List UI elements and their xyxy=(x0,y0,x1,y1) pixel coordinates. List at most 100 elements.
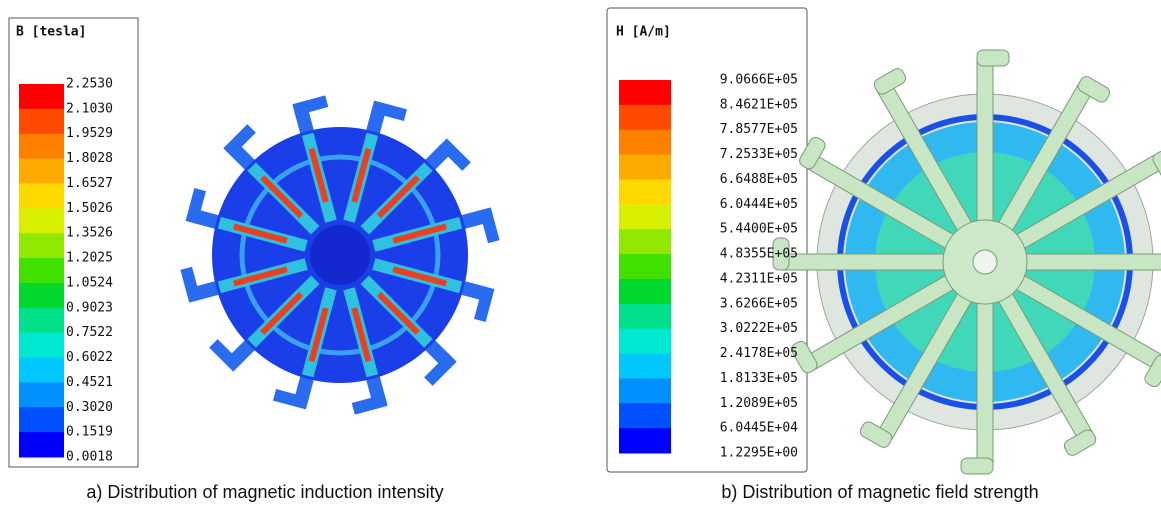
legend-band xyxy=(619,328,671,355)
spoke-end xyxy=(180,266,201,303)
legend-label: 1.8028 xyxy=(66,151,113,166)
spoke-end xyxy=(1063,429,1097,456)
legend-band xyxy=(19,108,64,135)
legend-band xyxy=(619,80,671,106)
legend-band xyxy=(19,307,64,334)
legend-label: 1.6527 xyxy=(66,176,113,191)
legend-band xyxy=(619,403,671,429)
legend-band xyxy=(619,254,671,280)
spoke-end xyxy=(209,339,242,372)
legend-label: 2.2530 xyxy=(66,77,113,92)
legend-label: 1.2025 xyxy=(66,251,113,266)
tooth-hot xyxy=(260,291,304,335)
legend-label: 3.6266E+05 xyxy=(720,296,798,311)
legend-label: 1.0524 xyxy=(66,275,113,290)
tooth-hot xyxy=(376,291,420,335)
spoke-end xyxy=(960,457,994,475)
legend-band xyxy=(19,282,64,309)
caption: b) Distribution of magnetic field streng… xyxy=(721,482,1038,502)
spoke-end xyxy=(438,138,471,171)
tooth-hot xyxy=(351,307,372,363)
legend-label: 0.6022 xyxy=(66,350,113,365)
legend-band xyxy=(619,229,671,255)
legend-label: 6.6488E+05 xyxy=(720,172,798,187)
legend-label: 1.2295E+00 xyxy=(720,446,798,461)
legend-label: 5.4400E+05 xyxy=(720,222,798,237)
spoke-end xyxy=(292,95,329,116)
legend-band xyxy=(19,357,64,383)
legend-band xyxy=(619,179,671,205)
spoke-end xyxy=(772,237,790,271)
legend-label: 4.2311E+05 xyxy=(720,271,798,286)
legend-band xyxy=(19,84,64,110)
spoke-end xyxy=(424,353,457,386)
legend-band xyxy=(619,154,671,180)
legend-band xyxy=(619,353,671,379)
spoke-end xyxy=(351,394,388,415)
legend-band xyxy=(619,378,671,404)
spoke-end xyxy=(479,207,500,244)
legend-band xyxy=(19,208,64,234)
legend-label: 4.8355E+05 xyxy=(720,247,798,262)
legend-band xyxy=(19,183,64,209)
legend-band xyxy=(619,303,671,330)
legend-band xyxy=(19,407,64,433)
spoke-end xyxy=(791,340,818,374)
legend-label: 0.1519 xyxy=(66,425,113,440)
legend-title: H [A/m] xyxy=(616,25,671,40)
tooth-hot xyxy=(232,266,288,287)
legend-band xyxy=(619,129,671,156)
hub-hole xyxy=(972,249,998,275)
legend-label: 8.4621E+05 xyxy=(720,97,798,112)
spoke-end xyxy=(799,136,826,170)
spoke-end xyxy=(223,124,256,157)
tooth-hot xyxy=(308,307,329,363)
legend-label: 6.0444E+05 xyxy=(720,197,798,212)
legend-label: 2.4178E+05 xyxy=(720,346,798,361)
tooth-hot xyxy=(376,175,420,219)
legend-label: 1.2089E+05 xyxy=(720,396,798,411)
legend-band xyxy=(19,382,64,408)
legend-label: 9.0666E+05 xyxy=(720,73,798,88)
legend-label: 0.4521 xyxy=(66,375,113,390)
ring xyxy=(239,154,441,356)
legend-band xyxy=(19,258,64,284)
legend-band xyxy=(619,278,671,305)
spoke-end xyxy=(873,68,907,95)
legend-label: 1.5026 xyxy=(66,201,113,216)
legend-band xyxy=(619,104,671,131)
legend-label: 3.0222E+05 xyxy=(720,321,798,336)
legend-band xyxy=(19,158,64,184)
legend-label: 0.3020 xyxy=(66,400,113,415)
legend-band xyxy=(19,233,64,259)
tooth-hot xyxy=(308,147,329,203)
tooth-hot xyxy=(351,147,372,203)
spoke-end xyxy=(185,188,206,224)
legend-label: 7.8577E+05 xyxy=(720,122,798,137)
spoke-end xyxy=(273,389,309,410)
spoke-end xyxy=(859,421,893,448)
legend-label: 0.9023 xyxy=(66,300,113,315)
spoke-end xyxy=(1077,76,1111,103)
spoke-end xyxy=(1144,354,1161,388)
legend-band xyxy=(19,332,64,359)
tooth-hot xyxy=(392,266,448,287)
caption: a) Distribution of magnetic induction in… xyxy=(86,482,443,502)
legend-label: 7.2533E+05 xyxy=(720,147,798,162)
tooth-hot xyxy=(260,175,304,219)
legend-label: 1.8133E+05 xyxy=(720,371,798,386)
legend-label: 0.7522 xyxy=(66,325,113,340)
legend-band xyxy=(19,432,64,458)
simulation-image xyxy=(180,95,500,415)
spoke-end xyxy=(371,100,407,121)
legend-title: B [tesla] xyxy=(16,25,86,40)
legend-label: 6.0445E+04 xyxy=(720,421,798,436)
tooth-hot xyxy=(392,223,448,244)
spoke-end xyxy=(474,286,495,322)
spoke-end xyxy=(1152,150,1161,184)
legend-band xyxy=(619,428,671,454)
legend-band xyxy=(19,133,64,160)
simulation-image xyxy=(772,49,1161,475)
hub xyxy=(310,225,370,285)
spoke-end xyxy=(976,49,1010,67)
